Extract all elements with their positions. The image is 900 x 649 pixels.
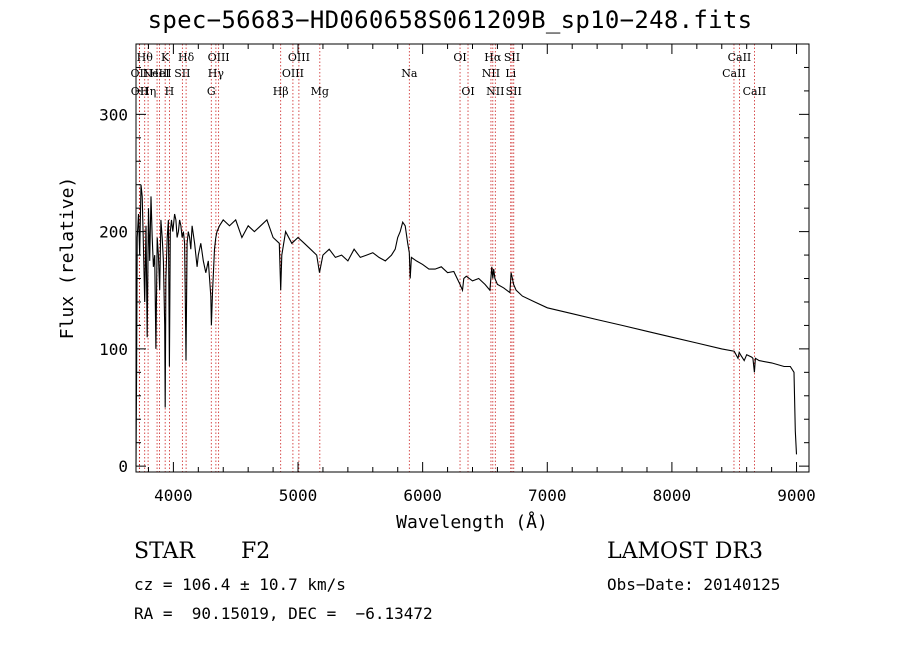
line-marker-label: Na <box>401 67 418 80</box>
line-marker-label: Hη <box>140 85 156 98</box>
line-marker-label: CaII <box>743 85 767 98</box>
observation-date: Obs−Date: 20140125 <box>607 575 781 594</box>
line-marker-label: Hβ <box>273 85 289 98</box>
line-marker-label: CaII <box>722 67 746 80</box>
survey-name: LAMOST DR3 <box>607 539 763 564</box>
line-marker-label: Mg <box>311 85 329 98</box>
y-tick-label: 300 <box>99 105 128 124</box>
line-marker-label: Li <box>505 67 516 80</box>
redshift-velocity: cz = 106.4 ± 10.7 km/s <box>134 575 346 594</box>
spectrum-line <box>135 184 798 467</box>
line-marker-label: OII <box>131 85 149 98</box>
line-marker-label: G <box>207 85 216 98</box>
x-axis-label: Wavelength (Å) <box>396 511 548 533</box>
x-tick-label: 7000 <box>528 486 567 505</box>
line-markers <box>138 44 755 472</box>
line-marker-label: K <box>161 51 170 64</box>
x-tick-label: 8000 <box>653 486 692 505</box>
line-marker-label: SII <box>506 85 522 98</box>
line-marker-label: SII <box>174 67 190 80</box>
chart-title: spec−56683−HD060658S061209B_sp10−248.fit… <box>147 6 753 34</box>
plot-frame <box>135 43 810 473</box>
line-marker-label: OI <box>461 85 474 98</box>
line-marker-label: NII <box>482 67 500 80</box>
line-marker-label: SII <box>504 51 520 64</box>
x-tick-label: 6000 <box>403 486 442 505</box>
line-marker-label: Hα <box>484 51 502 64</box>
sky-coordinates: RA = 90.15019, DEC = −6.13472 <box>134 604 433 623</box>
line-marker-label: NeIII <box>142 67 171 80</box>
line-marker-label: Hδ <box>178 51 195 64</box>
y-axis-label: Flux (relative) <box>57 177 78 340</box>
x-tick-label: 5000 <box>279 486 318 505</box>
axis-ticks <box>136 44 809 472</box>
axis-tick-labels: 4000 5000 6000 7000 8000 9000 0 100 200 300 <box>99 105 816 505</box>
line-marker-label: OIII <box>282 67 304 80</box>
line-marker-label: OI <box>453 51 466 64</box>
line-marker-label: Hθ <box>137 51 154 64</box>
object-class: STAR <box>134 539 195 564</box>
line-marker-label: HeI <box>149 67 169 80</box>
line-marker-label: H <box>165 85 175 98</box>
y-tick-label: 100 <box>99 340 128 359</box>
x-tick-label: 4000 <box>154 486 193 505</box>
y-tick-label: 0 <box>118 457 128 476</box>
y-tick-label: 200 <box>99 223 128 242</box>
spectral-subclass: F2 <box>241 539 271 564</box>
line-marker-label: OIII <box>288 51 310 64</box>
line-marker-label: OIII <box>208 51 230 64</box>
line-marker-label: OII <box>131 67 149 80</box>
line-marker-label: Hγ <box>208 67 225 80</box>
x-tick-label: 9000 <box>777 486 816 505</box>
line-marker-label: NII <box>486 85 504 98</box>
line-marker-label: CaII <box>728 51 752 64</box>
